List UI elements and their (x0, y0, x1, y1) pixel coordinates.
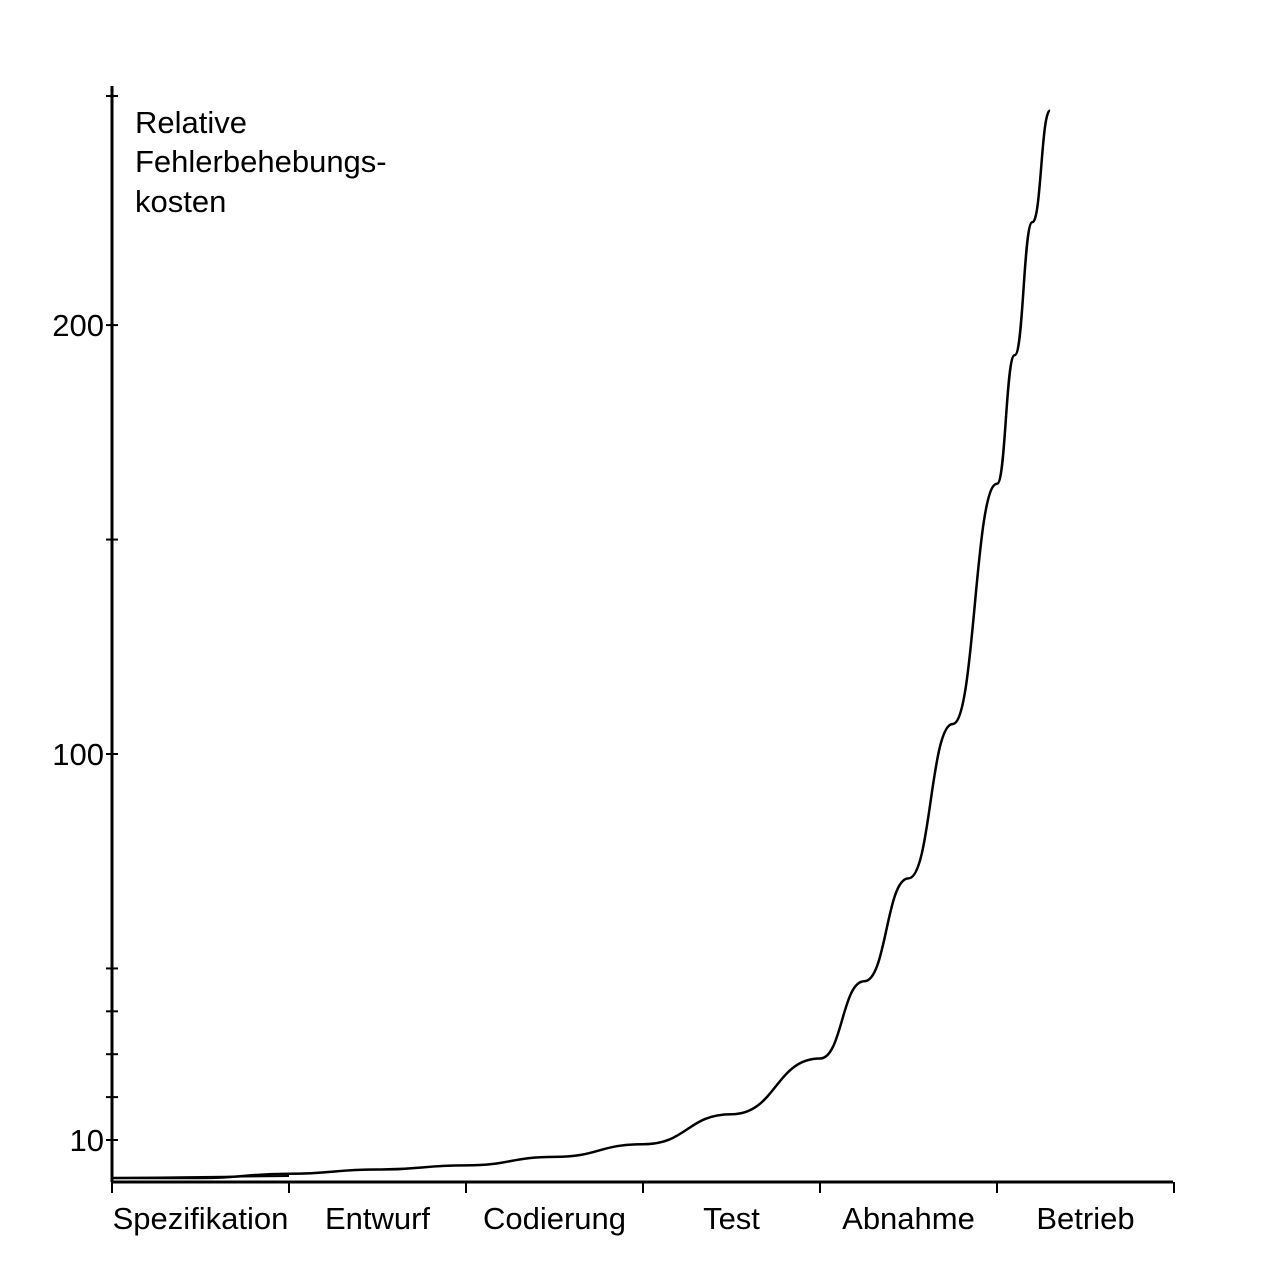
y-tick-label-10: 10 (70, 1123, 104, 1158)
y-axis-label-line-1: Relative (135, 105, 247, 140)
y-tick-label-100: 100 (52, 737, 104, 772)
series-0-baseline (111, 1175, 290, 1179)
x-tick-label-1: Spezifikation (113, 1201, 289, 1236)
x-ticks: Spezifikation Entwurf Codierung Test Abnahme… (111, 1182, 1175, 1236)
series-0-line (112, 109, 1052, 1180)
axes (110, 86, 1173, 1184)
y-ticks: 10 100 200 (52, 95, 118, 1158)
y-axis-label-line-3: kosten (135, 184, 226, 219)
x-tick-label-4: Test (703, 1201, 760, 1236)
y-tick-label-200: 200 (52, 308, 104, 343)
x-tick-label-6: Betrieb (1036, 1201, 1134, 1236)
y-axis-label-line-2: Fehlerbehebungs- (135, 144, 387, 179)
x-tick-label-5: Abnahme (842, 1201, 975, 1236)
series-group (111, 109, 1052, 1180)
x-tick-label-2: Entwurf (325, 1201, 430, 1236)
x-tick-label-3: Codierung (483, 1201, 626, 1236)
